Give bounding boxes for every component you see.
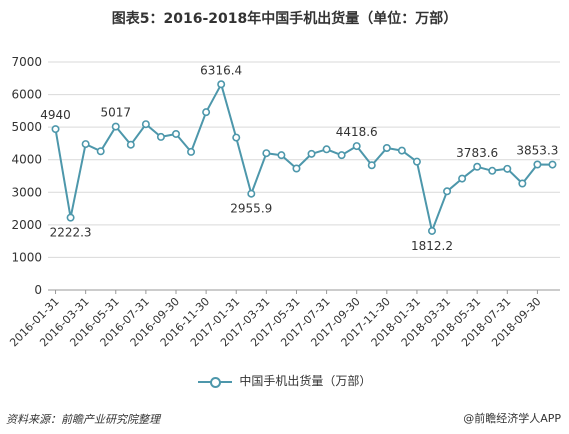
data-point (141, 120, 150, 129)
data-point (262, 149, 271, 158)
data-point (533, 160, 542, 169)
y-tick-label: 5000 (11, 120, 42, 134)
source-note: 资料来源：前瞻产业研究院整理 (6, 413, 160, 426)
data-point (51, 125, 60, 134)
data-point (322, 145, 331, 154)
data-label: 4940 (40, 108, 71, 122)
data-point (156, 132, 165, 141)
data-point (337, 151, 346, 160)
y-tick-label: 1000 (11, 250, 42, 264)
legend-label: 中国手机出货量（万部） (239, 374, 372, 388)
y-tick-label: 4000 (11, 153, 42, 167)
legend-line-marker-icon (197, 376, 232, 388)
data-point (443, 187, 452, 196)
data-point (367, 161, 376, 170)
data-point (518, 179, 527, 188)
brand-credit: @前瞻经济学人APP (463, 412, 561, 425)
data-point (66, 213, 75, 222)
data-label: 6316.4 (200, 63, 242, 77)
y-tick-label: 2000 (11, 218, 42, 232)
legend: 中国手机出货量（万部） (0, 372, 569, 389)
data-point (81, 140, 90, 149)
data-point (548, 160, 557, 169)
data-label: 2222.3 (50, 226, 92, 240)
data-label: 1812.2 (411, 239, 453, 253)
data-label: 5017 (100, 106, 131, 120)
data-point (473, 162, 482, 171)
data-point (307, 149, 316, 158)
data-label: 2955.9 (230, 202, 272, 216)
y-tick-label: 7000 (11, 55, 42, 69)
y-tick-label: 6000 (11, 88, 42, 102)
data-label: 4418.6 (336, 125, 378, 139)
data-label: 3853.3 (516, 143, 558, 157)
data-point (247, 189, 256, 198)
data-label: 3783.6 (456, 146, 498, 160)
data-point (412, 157, 421, 166)
series-line (54, 83, 553, 232)
data-point (427, 226, 436, 235)
data-point (187, 147, 196, 156)
data-point (382, 143, 391, 152)
data-point (352, 142, 361, 151)
y-tick-label: 3000 (11, 185, 42, 199)
data-point (172, 129, 181, 138)
chart-title: 图表5：2016-2018年中国手机出货量（单位：万部） (111, 11, 458, 27)
y-tick-label: 0 (34, 283, 42, 297)
data-point (232, 133, 241, 142)
data-point (126, 140, 135, 149)
data-point (202, 108, 211, 117)
data-point (277, 151, 286, 160)
data-point (217, 80, 226, 89)
data-point (458, 174, 467, 183)
data-point (488, 166, 497, 175)
data-point (397, 146, 406, 155)
data-point (292, 164, 301, 173)
data-point (503, 164, 512, 173)
data-point (111, 122, 120, 131)
data-point (96, 147, 105, 156)
